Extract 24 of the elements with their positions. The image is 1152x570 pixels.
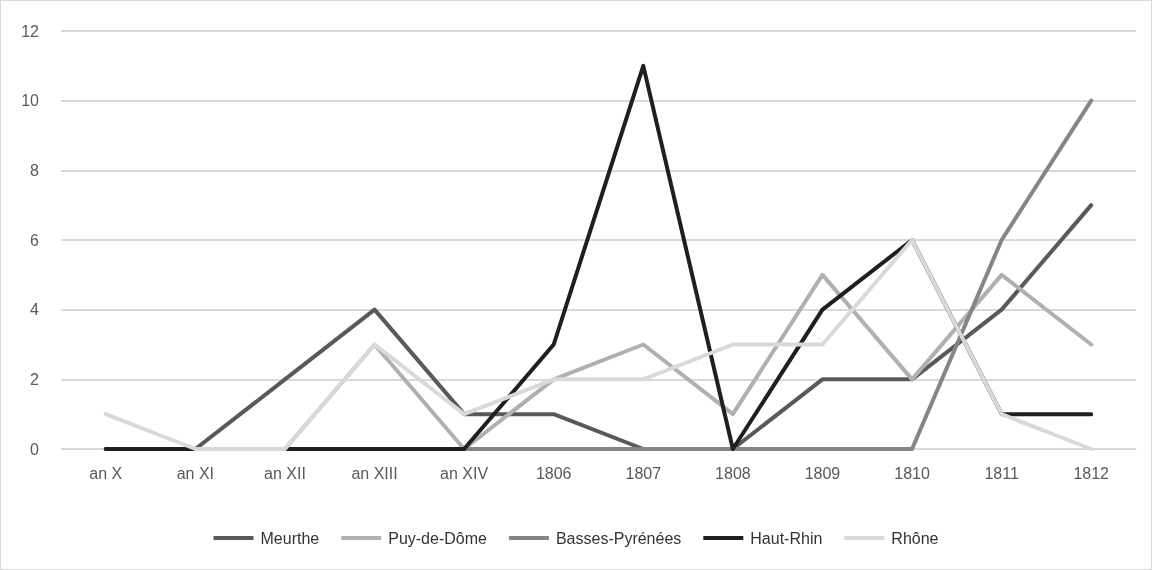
x-tick-label: 1806 <box>535 464 572 482</box>
x-tick-label: 1811 <box>984 464 1019 482</box>
y-tick-label: 2 <box>30 370 40 388</box>
x-tick-label: an XI <box>176 464 215 482</box>
y-tick-label: 6 <box>30 231 40 249</box>
y-tick-label: 8 <box>30 161 40 179</box>
legend-label: Meurthe <box>260 529 320 547</box>
legend-label: Haut-Rhin <box>750 529 823 547</box>
y-tick-label: 12 <box>21 22 40 40</box>
x-tick-label: an XIII <box>351 464 398 482</box>
x-tick-label: 1808 <box>715 464 751 482</box>
legend-label: Basses-Pyrénées <box>555 529 682 547</box>
x-tick-label: 1807 <box>625 464 662 482</box>
legend-label: Puy-de-Dôme <box>388 529 488 547</box>
x-tick-label: an XII <box>264 464 306 482</box>
y-tick-label: 10 <box>21 92 40 110</box>
x-tick-label: 1810 <box>894 464 930 482</box>
x-tick-label: 1812 <box>1073 464 1110 482</box>
x-tick-label: an XIV <box>440 464 489 482</box>
y-tick-label: 4 <box>30 301 40 319</box>
x-tick-label: an X <box>89 464 123 482</box>
legend-label: Rhône <box>891 529 939 547</box>
y-tick-label: 0 <box>30 440 40 458</box>
x-tick-label: 1809 <box>804 464 841 482</box>
